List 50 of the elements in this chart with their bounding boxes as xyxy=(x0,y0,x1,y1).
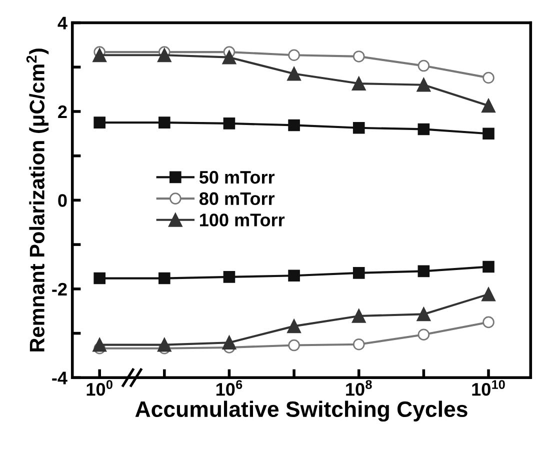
x-tick-label: 10$^{10}$ xyxy=(472,380,505,396)
legend-label: 50 mTorr xyxy=(199,170,275,184)
point xyxy=(352,267,365,279)
point xyxy=(418,328,430,341)
y-tick-label: -4 xyxy=(52,372,68,384)
point xyxy=(416,78,431,92)
point xyxy=(482,260,494,273)
point xyxy=(416,307,431,322)
point xyxy=(482,316,494,328)
point xyxy=(287,66,301,81)
point xyxy=(482,128,494,140)
point xyxy=(92,48,107,62)
point xyxy=(352,122,365,134)
legend-label: 100 mTorr xyxy=(200,214,285,226)
point xyxy=(288,49,300,62)
point xyxy=(288,270,300,282)
point xyxy=(157,48,172,62)
point xyxy=(352,76,366,90)
point xyxy=(288,339,300,352)
y-axis-title: Remnant Polarization (μC/cm$^{2}$) xyxy=(26,48,49,352)
point xyxy=(94,272,106,284)
x-tick-label: 10$^{8}$ xyxy=(346,380,372,396)
point xyxy=(352,50,365,62)
point xyxy=(223,118,236,130)
point xyxy=(352,338,365,350)
point xyxy=(158,272,170,284)
point xyxy=(287,319,301,334)
legend-label: 80 mTorr xyxy=(199,192,275,206)
point xyxy=(94,116,106,128)
point xyxy=(222,50,236,64)
point xyxy=(157,338,172,352)
x-tick-label: 10$^{6}$ xyxy=(216,380,242,396)
y-tick-label: 2 xyxy=(58,105,67,118)
y-tick-label: 0 xyxy=(58,194,67,207)
point xyxy=(418,60,430,72)
point xyxy=(222,336,236,350)
x-tick-label: 10$^{0}$ xyxy=(86,380,112,396)
point xyxy=(223,271,236,283)
point xyxy=(482,72,494,84)
point xyxy=(482,98,496,113)
point xyxy=(288,119,300,132)
x-axis-title: Accumulative Switching Cycles xyxy=(135,400,468,422)
point xyxy=(352,309,366,323)
point xyxy=(418,265,430,278)
y-tick-label: -2 xyxy=(52,282,67,296)
point xyxy=(418,123,430,136)
y-tick-label: 4 xyxy=(58,16,68,30)
point xyxy=(158,116,170,128)
point xyxy=(482,287,496,302)
point xyxy=(92,338,107,352)
